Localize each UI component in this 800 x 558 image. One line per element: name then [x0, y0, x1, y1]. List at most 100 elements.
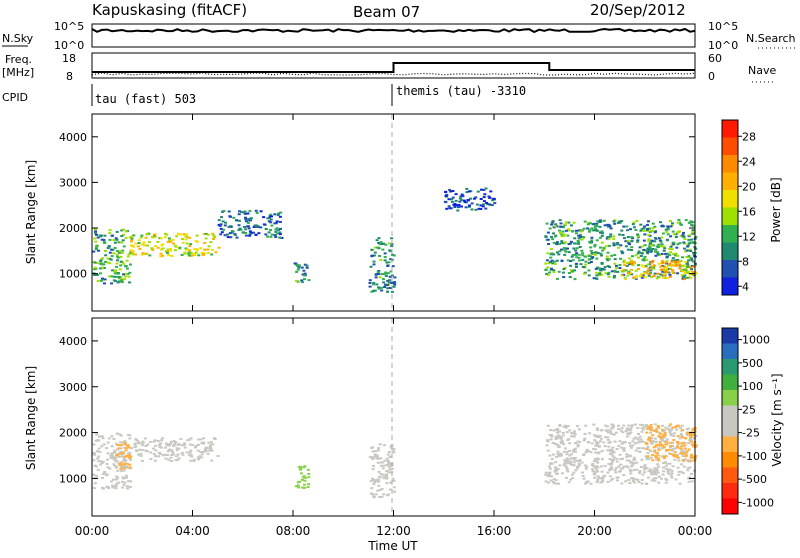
heatmap-cell-region-0 — [92, 453, 96, 456]
heatmap-cell-region-5 — [618, 440, 622, 443]
heatmap-cell-region-5 — [576, 443, 580, 446]
heatmap-cell-region-6 — [563, 249, 567, 251]
heatmap-cell-region-4 — [392, 254, 396, 257]
heatmap-cell-region-1 — [173, 244, 177, 247]
heatmap-cell-region-6 — [583, 271, 587, 274]
heatmap-cell-region-0 — [117, 276, 121, 278]
heatmap-cell-region-6 — [648, 425, 652, 428]
heatmap-cell-region-1 — [137, 242, 141, 244]
heatmap-cell-region-5 — [666, 442, 670, 445]
freq-frame — [91, 52, 696, 79]
heatmap-cell-region-6 — [675, 246, 679, 249]
heatmap-cell-region-7 — [689, 276, 693, 279]
heatmap-cell-region-1 — [170, 449, 174, 452]
heatmap-cell-region-3 — [303, 479, 307, 482]
heatmap-cell-region-3 — [303, 465, 307, 468]
heatmap-cell-region-6 — [642, 229, 646, 232]
heatmap-cell-region-6 — [646, 455, 650, 458]
heatmap-cell-region-2 — [269, 221, 273, 224]
heatmap-cell-region-6 — [663, 446, 666, 449]
heatmap-cell-region-1 — [146, 443, 150, 446]
heatmap-cell-region-0 — [123, 265, 127, 268]
heatmap-cell-region-6 — [657, 243, 661, 246]
heatmap-cell-region-1 — [181, 238, 184, 241]
heatmap-cell-region-6 — [651, 227, 655, 230]
heatmap-cell-region-4 — [376, 271, 380, 273]
heatmap-cell-region-7 — [662, 276, 666, 279]
heatmap-cell-region-3 — [303, 274, 307, 277]
heatmap-cell-region-3 — [297, 264, 301, 267]
heatmap-cell-region-1 — [153, 236, 157, 238]
heatmap-cell-region-5 — [556, 429, 559, 432]
heatmap-cell-region-5 — [561, 432, 565, 434]
heatmap-cell-region-6 — [552, 241, 556, 244]
heatmap-cell-region-6 — [694, 445, 698, 448]
heatmap-cell-region-5 — [625, 427, 629, 430]
heatmap-cell-region-5 — [558, 430, 562, 433]
heatmap-cell-region-4 — [377, 286, 380, 289]
heatmap-cell-region-5 — [664, 477, 668, 480]
heatmap-cell-region-1 — [208, 444, 212, 447]
heatmap-cell-region-1 — [165, 250, 168, 253]
heatmap-cell-region-2 — [254, 233, 258, 236]
heatmap-cell-region-1 — [154, 455, 158, 458]
heatmap-cell-region-5 — [544, 471, 548, 474]
heatmap-cell-region-6 — [556, 277, 559, 280]
heatmap-cell-region-6 — [612, 220, 616, 223]
velocity-colorbar-swatch — [722, 405, 738, 422]
heatmap-cell-region-6 — [577, 237, 581, 240]
heatmap-cell-region-6 — [575, 247, 579, 250]
heatmap-cell-region-6 — [649, 242, 653, 244]
heatmap-cell-region-5 — [600, 465, 603, 468]
heatmap-cell-region-5 — [686, 467, 690, 470]
heatmap-cell-region-6 — [652, 446, 656, 449]
heatmap-cell-region-5 — [464, 206, 468, 209]
heatmap-cell-region-6 — [554, 235, 557, 238]
heatmap-cell-region-5 — [548, 467, 552, 470]
heatmap-cell-region-6 — [629, 228, 632, 231]
heatmap-cell-region-6 — [562, 233, 566, 236]
heatmap-cell-region-4 — [379, 258, 383, 261]
heatmap-cell-region-5 — [457, 206, 460, 209]
heatmap-cell-region-5 — [452, 203, 456, 206]
heatmap-cell-region-6 — [662, 457, 666, 460]
heatmap-cell-region-6 — [676, 435, 680, 438]
heatmap-cell-region-7 — [632, 276, 636, 279]
heatmap-cell-region-6 — [692, 427, 696, 430]
heatmap-cell-region-0 — [128, 236, 132, 239]
heatmap-cell-region-6 — [685, 450, 689, 453]
heatmap-cell-region-4 — [387, 242, 391, 245]
heatmap-cell-region-5 — [568, 454, 572, 457]
heatmap-cell-region-5 — [560, 454, 563, 457]
heatmap-cell-region-5 — [679, 433, 683, 436]
heatmap-cell-region-0 — [119, 260, 123, 263]
heatmap-cell-region-5 — [609, 463, 612, 466]
heatmap-cell-region-3 — [300, 266, 304, 269]
heatmap-cell-region-6 — [612, 242, 616, 245]
heatmap-cell-region-6 — [641, 276, 644, 279]
heatmap-cell-region-6 — [639, 229, 643, 232]
heatmap-cell-region-4 — [387, 493, 391, 496]
heatmap-cell-region-5 — [570, 432, 574, 435]
heatmap-cell-region-2 — [278, 236, 282, 239]
heatmap-cell-region-0 — [124, 272, 128, 275]
power-colorbar-swatch — [722, 172, 738, 191]
heatmap-cell-region-6 — [685, 256, 689, 259]
heatmap-cell-region-7 — [628, 260, 632, 263]
heatmap-cell-region-6 — [603, 224, 607, 227]
heatmap-cell-region-6 — [683, 444, 687, 447]
heatmap-cell-region-5 — [551, 453, 555, 456]
heatmap-cell-region-7 — [629, 269, 633, 272]
heatmap-cell-region-5 — [563, 424, 567, 427]
heatmap-cell-region-5 — [600, 458, 604, 461]
heatmap-cell-region-5 — [636, 426, 640, 429]
heatmap-cell-region-4 — [377, 242, 381, 244]
heatmap-cell-region-1 — [207, 245, 211, 248]
heatmap-cell-region-2 — [248, 210, 252, 213]
heatmap-cell-region-1 — [210, 459, 214, 462]
heatmap-cell-region-0 — [127, 253, 131, 256]
heatmap-cell-region-1 — [137, 453, 140, 456]
heatmap-cell-region-6 — [588, 241, 592, 244]
